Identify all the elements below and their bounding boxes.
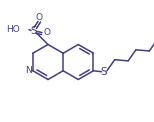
Text: O: O xyxy=(36,14,43,22)
Text: S: S xyxy=(101,67,107,77)
Text: N: N xyxy=(25,66,32,75)
Text: O: O xyxy=(43,28,51,37)
Text: S: S xyxy=(31,25,37,36)
Text: HO: HO xyxy=(6,25,20,34)
